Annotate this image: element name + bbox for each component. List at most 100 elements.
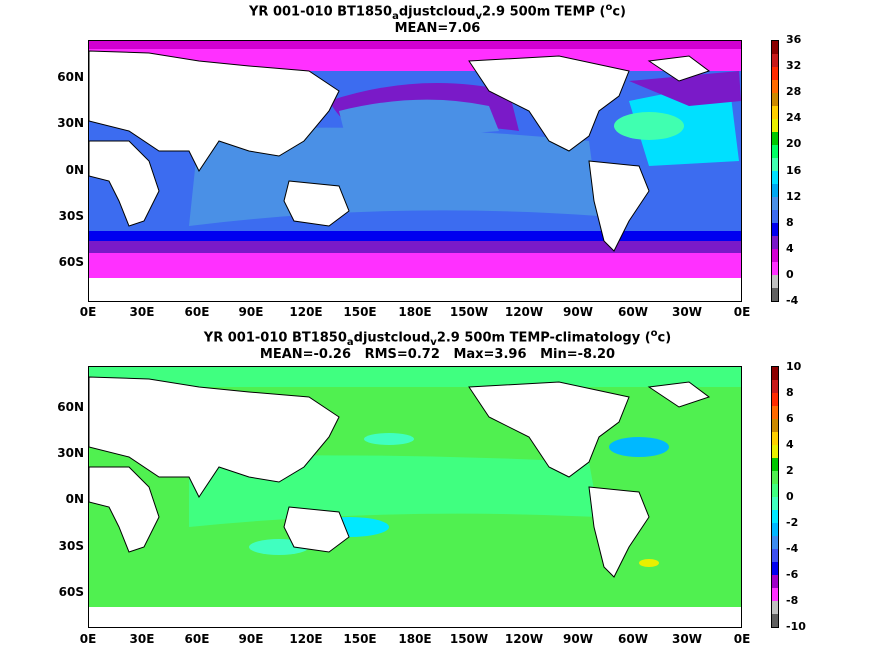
panel1-cbar-label-7: 8	[786, 216, 794, 229]
panel2-cbar-swatch-6	[772, 445, 778, 458]
panel2-lon-7: 150W	[449, 632, 489, 646]
panel1-cbar-swatch-18	[772, 275, 778, 288]
panel2-title-sub-a: a	[346, 336, 354, 348]
australia	[283, 180, 350, 227]
panel1-cbar-swatch-4	[772, 93, 778, 106]
panel2-cbar-swatch-3	[772, 406, 778, 419]
panel1-lon-5: 150E	[343, 305, 377, 319]
africa-2	[89, 466, 160, 553]
arctic-anomaly	[89, 367, 741, 387]
panel1-cbar-label-5: 16	[786, 164, 802, 177]
southern-ocean-purple	[89, 241, 741, 256]
south-america-2	[588, 486, 650, 578]
panel1-cbar-swatch-8	[772, 145, 778, 158]
panel2-cbar-swatch-5	[772, 432, 778, 445]
panel1-lon-0: 0E	[79, 305, 97, 319]
panel1-map	[88, 40, 742, 302]
panel2-cbar-swatch-10	[772, 497, 778, 510]
kuroshio-anomaly	[364, 433, 414, 445]
panel1-lon-2: 60E	[184, 305, 210, 319]
panel2-map	[88, 366, 742, 628]
panel1-lon-10: 60W	[618, 305, 648, 319]
panel1-cbar-swatch-3	[772, 80, 778, 93]
panel1-lat-30s: 30S	[58, 209, 84, 223]
panel2-field	[89, 367, 741, 627]
panel2-lat-30n: 30N	[57, 446, 84, 460]
panel1-title-suffix: 2.9 500m TEMP (	[482, 4, 606, 20]
panel1-lon-12: 0E	[733, 305, 751, 319]
panel1-cbar-swatch-7	[772, 132, 778, 145]
panel1-cbar-swatch-15	[772, 236, 778, 249]
australia-2	[283, 506, 350, 553]
panel2-cbar-label-6: -2	[786, 516, 799, 529]
panel1-cbar-label-2: 28	[786, 85, 802, 98]
panel2-cbar-label-3: 4	[786, 438, 794, 451]
panel2-stats: MEAN=-0.26 RMS=0.72 Max=3.96 Min=-8.20	[259, 347, 616, 362]
panel2-lon-2: 60E	[184, 632, 210, 646]
panel2-cbar-swatch-13	[772, 536, 778, 549]
arctic-band-edge	[89, 41, 741, 49]
panel2-lat-0n: 0N	[65, 492, 84, 506]
panel1-colorbar	[771, 40, 779, 302]
panel1-cbar-label-1: 32	[786, 59, 802, 72]
panel1-cbar-swatch-1	[772, 54, 778, 67]
africa	[89, 140, 160, 227]
panel1-lon-6: 180E	[398, 305, 432, 319]
gulf-stream-warm	[614, 112, 684, 140]
panel2-cbar-swatch-9	[772, 484, 778, 497]
panel1-title-sub-v: v	[475, 10, 483, 22]
panel1-lat-30n: 30N	[57, 116, 84, 130]
panel2-title-end: c)	[657, 330, 672, 346]
north-america-2	[468, 381, 630, 478]
eurasia-2	[89, 376, 340, 498]
panel2-cbar-label-7: -4	[786, 542, 799, 555]
panel2-cbar-swatch-18	[772, 601, 778, 614]
panel2-lat-30s: 30S	[58, 539, 84, 553]
panel2-title: YR 001-010 BT1850adjustcloudv2.9 500m TE…	[0, 326, 875, 351]
panel2-lon-1: 30E	[129, 632, 155, 646]
panel2-cbar-swatch-19	[772, 614, 778, 627]
panel2-lon-12: 0E	[733, 632, 751, 646]
panel1-lon-11: 30W	[672, 305, 702, 319]
panel2-cbar-swatch-12	[772, 523, 778, 536]
panel2-cbar-label-2: 6	[786, 412, 794, 425]
panel1-cbar-label-6: 12	[786, 190, 802, 203]
panel2-lon-3: 90E	[238, 632, 264, 646]
panel2-lat-60s: 60S	[58, 585, 84, 599]
gulf-stream-anomaly	[609, 437, 669, 457]
panel1-cbar-swatch-11	[772, 184, 778, 197]
panel1-cbar-swatch-9	[772, 158, 778, 171]
panel1-lat-0n: 0N	[65, 163, 84, 177]
panel1-cbar-swatch-2	[772, 67, 778, 80]
panel2-cbar-swatch-8	[772, 471, 778, 484]
panel2-cbar-label-10: -10	[786, 620, 806, 633]
panel2-title-mid: djustcloud	[353, 330, 431, 346]
panel1-title-sub-a: a	[392, 10, 399, 22]
panel2-continents	[89, 376, 711, 578]
panel2-cbar-swatch-15	[772, 562, 778, 575]
south-america	[588, 160, 650, 252]
panel2-lon-5: 150E	[343, 632, 377, 646]
panel1-cbar-swatch-0	[772, 41, 778, 54]
panel2-cbar-swatch-0	[772, 367, 778, 380]
panel1-cbar-swatch-19	[772, 288, 778, 301]
panel2-title-prefix: YR 001-010 BT1850	[203, 330, 347, 346]
labrador-sea	[629, 71, 741, 106]
panel2-cbar-label-8: -6	[786, 568, 799, 581]
greenland-2	[647, 381, 711, 408]
panel1-cbar-swatch-17	[772, 262, 778, 275]
panel2-cbar-swatch-4	[772, 419, 778, 432]
panel2-cbar-label-4: 2	[786, 464, 794, 477]
panel1-lon-7: 150W	[449, 305, 489, 319]
panel2-lon-0: 0E	[79, 632, 97, 646]
panel1-cbar-label-8: 4	[786, 242, 794, 255]
north-america	[468, 55, 630, 152]
panel1-field	[89, 41, 741, 301]
panel2-lat-60n: 60N	[57, 400, 84, 414]
panel2-lon-11: 30W	[672, 632, 702, 646]
panel2-cbar-swatch-14	[772, 549, 778, 562]
panel2-cbar-label-0: 10	[786, 360, 802, 373]
panel1-lon-9: 90W	[563, 305, 593, 319]
panel2-cbar-swatch-17	[772, 588, 778, 601]
greenland	[647, 55, 711, 82]
